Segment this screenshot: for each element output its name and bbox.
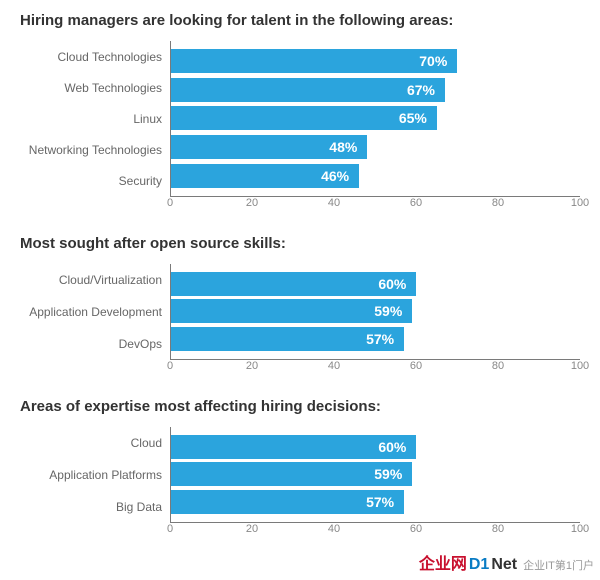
x-tick-label: 100 xyxy=(571,360,589,372)
plot-area: 70% 67% 65% 48% 46% xyxy=(170,41,580,197)
x-tick-label: 20 xyxy=(246,523,258,535)
x-axis: 020406080100 xyxy=(20,523,580,539)
bar: 57% xyxy=(171,490,404,514)
y-axis-label: Application Platforms xyxy=(20,463,162,487)
x-axis-ticks: 020406080100 xyxy=(170,197,580,213)
x-tick-label: 60 xyxy=(410,523,422,535)
bar: 46% xyxy=(171,164,359,188)
bar-row: 70% xyxy=(171,49,580,73)
chart-title: Hiring managers are looking for talent i… xyxy=(20,12,580,29)
x-tick-label: 100 xyxy=(571,197,589,209)
y-axis-label: Linux xyxy=(20,107,162,131)
chart-body: Cloud/Virtualization Application Developm… xyxy=(20,264,580,360)
bar: 65% xyxy=(171,106,437,130)
bar-value-label: 67% xyxy=(407,82,435,98)
watermark: 企业网 D1 Net 企业IT第1门户 xyxy=(419,550,594,574)
x-tick-label: 80 xyxy=(492,197,504,209)
watermark-brand-net: Net xyxy=(491,556,517,574)
bar-value-label: 59% xyxy=(374,466,402,482)
y-axis-label: Cloud/Virtualization xyxy=(20,268,162,292)
chart-title: Areas of expertise most affecting hiring… xyxy=(20,398,580,415)
plot-area: 60% 59% 57% xyxy=(170,264,580,360)
bar-value-label: 65% xyxy=(399,110,427,126)
bars-group: 60% 59% 57% xyxy=(171,427,580,522)
chart-body: Cloud Application Platforms Big Data 60% 59%… xyxy=(20,427,580,523)
chart-section: Hiring managers are looking for talent i… xyxy=(20,12,580,213)
x-tick-label: 20 xyxy=(246,197,258,209)
y-axis-labels: Cloud Application Platforms Big Data xyxy=(20,427,170,523)
bar-value-label: 70% xyxy=(419,53,447,69)
bars-group: 70% 67% 65% 48% 46% xyxy=(171,41,580,196)
bar-value-label: 57% xyxy=(366,494,394,510)
x-axis: 020406080100 xyxy=(20,197,580,213)
y-axis-label: Web Technologies xyxy=(20,76,162,100)
x-tick-label: 40 xyxy=(328,523,340,535)
bar: 57% xyxy=(171,327,404,351)
y-axis-label: Security xyxy=(20,169,162,193)
bar-row: 59% xyxy=(171,462,580,486)
x-axis-ticks: 020406080100 xyxy=(170,360,580,376)
watermark-subtitle: 企业IT第1门户 xyxy=(523,557,594,573)
watermark-brand-cn: 企业网 xyxy=(419,550,467,574)
chart-section: Areas of expertise most affecting hiring… xyxy=(20,398,580,539)
plot-area: 60% 59% 57% xyxy=(170,427,580,523)
bars-group: 60% 59% 57% xyxy=(171,264,580,359)
bar: 60% xyxy=(171,272,416,296)
x-axis: 020406080100 xyxy=(20,360,580,376)
bar-value-label: 46% xyxy=(321,168,349,184)
bar-value-label: 60% xyxy=(378,439,406,455)
bar: 70% xyxy=(171,49,457,73)
x-tick-label: 80 xyxy=(492,360,504,372)
x-tick-label: 40 xyxy=(328,197,340,209)
x-tick-label: 100 xyxy=(571,523,589,535)
x-tick-label: 80 xyxy=(492,523,504,535)
x-tick-label: 40 xyxy=(328,360,340,372)
bar: 48% xyxy=(171,135,367,159)
bar-row: 67% xyxy=(171,78,580,102)
x-axis-ticks: 020406080100 xyxy=(170,523,580,539)
bar-row: 57% xyxy=(171,490,580,514)
bar-row: 59% xyxy=(171,299,580,323)
bar-row: 48% xyxy=(171,135,580,159)
bar-value-label: 48% xyxy=(329,139,357,155)
bar: 59% xyxy=(171,299,412,323)
bar-row: 60% xyxy=(171,435,580,459)
y-axis-label: Networking Technologies xyxy=(20,138,162,162)
charts-container: Hiring managers are looking for talent i… xyxy=(20,12,580,539)
y-axis-label: DevOps xyxy=(20,332,162,356)
x-tick-label: 0 xyxy=(167,360,173,372)
x-tick-label: 60 xyxy=(410,197,422,209)
chart-body: Cloud Technologies Web Technologies Linux N… xyxy=(20,41,580,197)
bar-value-label: 57% xyxy=(366,331,394,347)
bar-row: 60% xyxy=(171,272,580,296)
bar: 67% xyxy=(171,78,445,102)
y-axis-labels: Cloud/Virtualization Application Developm… xyxy=(20,264,170,360)
y-axis-label: Big Data xyxy=(20,495,162,519)
bar-value-label: 59% xyxy=(374,303,402,319)
bar: 60% xyxy=(171,435,416,459)
x-tick-label: 60 xyxy=(410,360,422,372)
bar-row: 57% xyxy=(171,327,580,351)
chart-title: Most sought after open source skills: xyxy=(20,235,580,252)
bar: 59% xyxy=(171,462,412,486)
x-tick-label: 0 xyxy=(167,197,173,209)
bar-row: 65% xyxy=(171,106,580,130)
y-axis-label: Cloud Technologies xyxy=(20,45,162,69)
watermark-brand-d: D1 xyxy=(469,556,489,574)
bar-value-label: 60% xyxy=(378,276,406,292)
x-tick-label: 0 xyxy=(167,523,173,535)
bar-row: 46% xyxy=(171,164,580,188)
x-tick-label: 20 xyxy=(246,360,258,372)
y-axis-label: Application Development xyxy=(20,300,162,324)
y-axis-label: Cloud xyxy=(20,431,162,455)
y-axis-labels: Cloud Technologies Web Technologies Linux N… xyxy=(20,41,170,197)
chart-section: Most sought after open source skills: Clo… xyxy=(20,235,580,376)
